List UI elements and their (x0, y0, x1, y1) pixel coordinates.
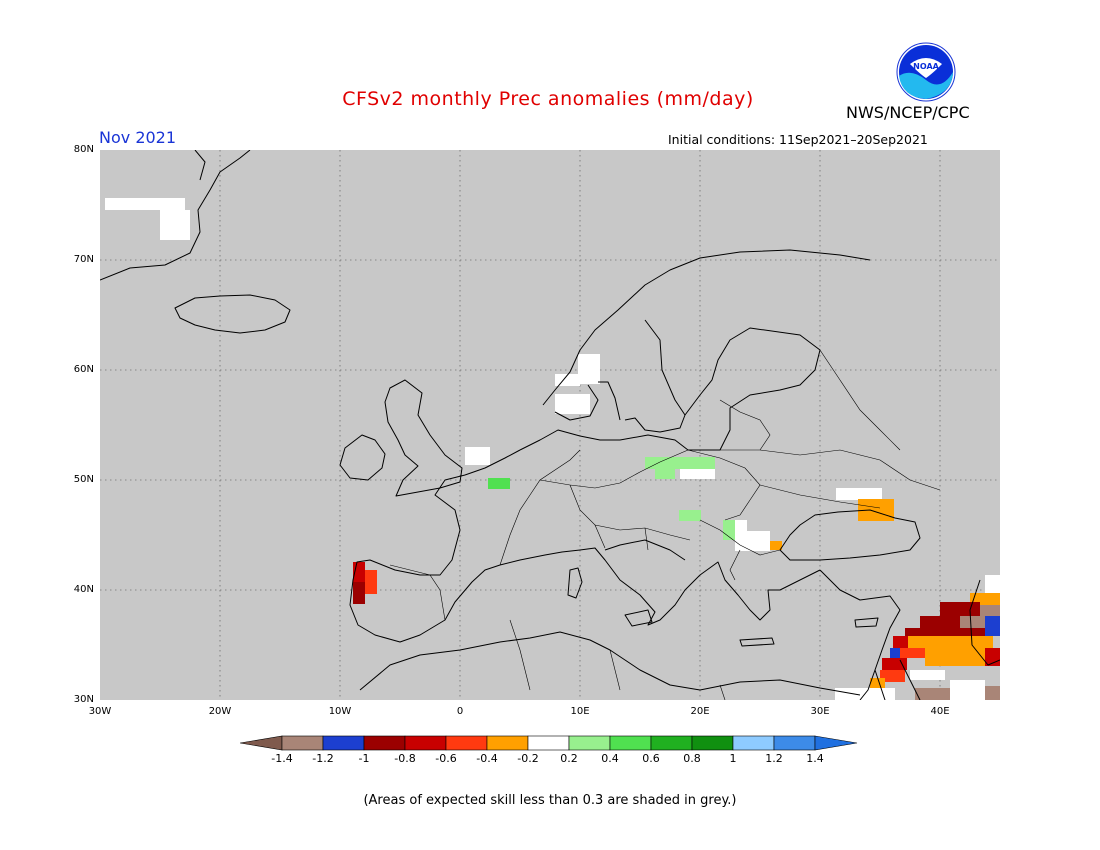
lon-label: 10W (328, 706, 352, 717)
colorbar-label: -1 (358, 752, 370, 765)
colorbar-box (445, 735, 488, 751)
initial-conditions: Initial conditions: 11Sep2021–20Sep2021 (668, 132, 928, 147)
lon-label: 20E (690, 706, 710, 717)
forecast-month: Nov 2021 (99, 128, 177, 147)
colorbar-box (568, 735, 611, 751)
colorbar (240, 735, 858, 751)
colorbar-box (773, 735, 816, 751)
colorbar-label: 1.4 (806, 752, 824, 765)
map-background (100, 150, 1000, 700)
lat-label: 50N (73, 474, 94, 485)
colorbar-label: -0.4 (476, 752, 498, 765)
footnote: (Areas of expected skill less than 0.3 a… (363, 793, 737, 808)
lon-label: 40E (930, 706, 950, 717)
country-borders (389, 349, 941, 700)
colorbar-label: -0.8 (394, 752, 416, 765)
colorbar-box (404, 735, 447, 751)
colorbar-box (732, 735, 775, 751)
lat-label: 80N (73, 144, 94, 155)
colorbar-label: -1.4 (271, 752, 293, 765)
lat-label: 30N (73, 694, 94, 705)
colorbar-label: 0.8 (683, 752, 701, 765)
colorbar-arrow-right (814, 735, 858, 751)
colorbar-arrow-left (240, 735, 283, 751)
colorbar-label: 1.2 (765, 752, 783, 765)
colorbar-label: -0.2 (517, 752, 539, 765)
colorbar-box (650, 735, 693, 751)
colorbar-label: -0.6 (435, 752, 457, 765)
colorbar-box (691, 735, 734, 751)
noaa-logo: NOAA (896, 42, 956, 102)
colorbar-label: -1.2 (312, 752, 334, 765)
colorbar-box (363, 735, 406, 751)
logo-text: NOAA (913, 62, 939, 71)
lon-label: 10E (570, 706, 590, 717)
colorbar-label: 0.2 (560, 752, 578, 765)
colorbar-label: 1 (729, 752, 737, 765)
europe-precip-map (100, 150, 1000, 700)
lon-label: 20W (208, 706, 232, 717)
colorbar-box (281, 735, 324, 751)
lon-label: 30W (88, 706, 112, 717)
lat-label: 40N (73, 584, 94, 595)
agency-label: NWS/NCEP/CPC (846, 103, 970, 122)
colorbar-box (486, 735, 529, 751)
lon-label: 0 (456, 706, 464, 717)
coastlines (100, 150, 1000, 700)
colorbar-label: 0.4 (601, 752, 619, 765)
lat-label: 60N (73, 364, 94, 375)
gridlines (100, 150, 1000, 700)
colorbar-box (322, 735, 365, 751)
colorbar-box (609, 735, 652, 751)
colorbar-label: 0.6 (642, 752, 660, 765)
lon-label: 30E (810, 706, 830, 717)
chart-title: CFSv2 monthly Prec anomalies (mm/day) (342, 88, 754, 110)
anomaly-cells (105, 198, 1000, 700)
lat-label: 70N (73, 254, 94, 265)
colorbar-box (527, 735, 570, 751)
